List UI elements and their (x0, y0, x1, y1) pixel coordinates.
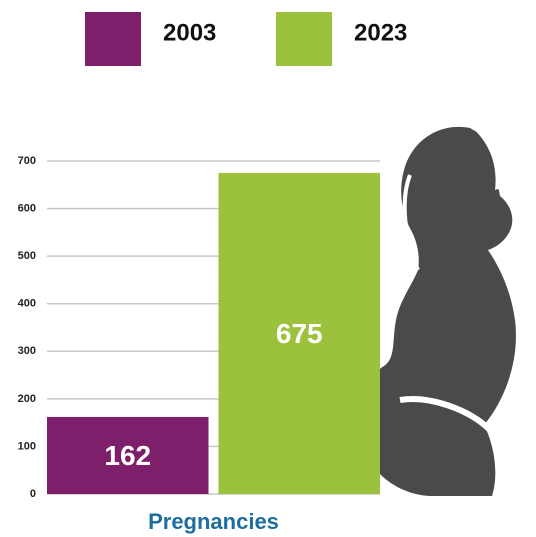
y-tick-label: 300 (18, 345, 36, 357)
y-tick-label: 500 (18, 250, 36, 262)
data-label: 162 (104, 440, 151, 471)
y-tick-label: 0 (30, 488, 36, 500)
legend-label: 2003 (163, 19, 216, 46)
pregnant-silhouette (357, 117, 525, 496)
x-tick-label: Pregnancies (148, 509, 279, 534)
legend-swatch (276, 12, 332, 66)
data-label: 675 (276, 318, 323, 349)
y-tick-label: 100 (18, 440, 36, 452)
bar (47, 416, 209, 494)
bar (218, 172, 380, 494)
y-tick-label: 200 (18, 393, 36, 405)
y-tick-label: 600 (18, 202, 36, 214)
y-tick-label: 400 (18, 298, 36, 310)
legend-label: 2023 (354, 19, 407, 46)
y-tick-label: 700 (18, 155, 36, 167)
legend-swatch (85, 12, 141, 66)
